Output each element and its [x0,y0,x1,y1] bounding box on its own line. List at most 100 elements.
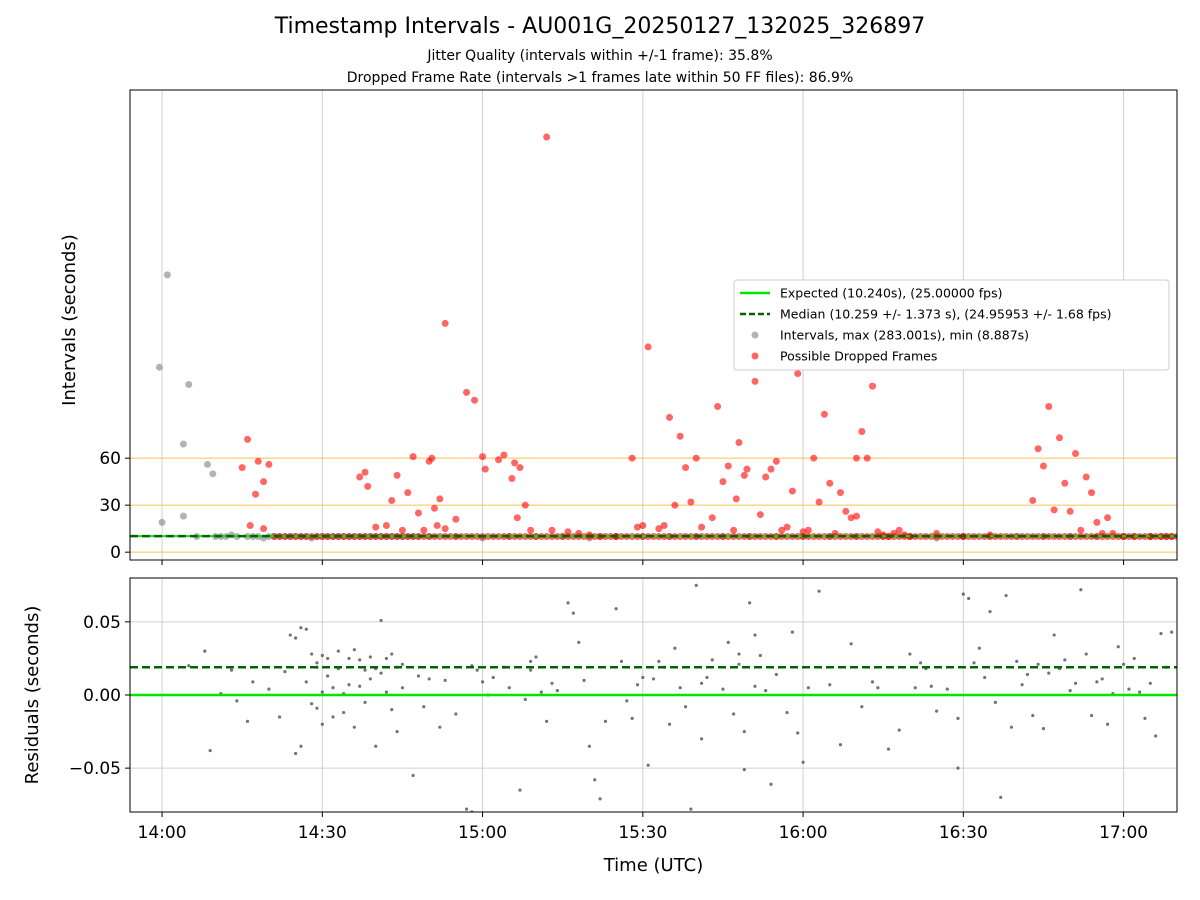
dropped-frame-point [364,482,372,490]
residual-point [828,683,832,687]
residual-point [876,686,880,690]
dropped-frame-point [441,319,449,327]
residuals-y-tick-label: 0.05 [83,613,121,633]
residual-point [726,640,730,644]
dropped-frame-point [1045,402,1053,410]
residual-point [651,677,656,681]
residual-point [1170,630,1174,634]
intervals-y-tick-label: 0 [110,543,121,563]
residual-point [384,690,389,694]
residual-point [529,659,533,663]
dropped-frame-point [644,343,652,351]
residual-point [1073,681,1078,685]
dropped-frame-rate-subtitle: Dropped Frame Rate (intervals >1 frames … [346,70,854,86]
dropped-frame-point [842,507,850,515]
residual-point [1025,672,1030,677]
residual-point [320,690,324,694]
residual-point [475,668,479,672]
residual-point [630,716,634,721]
residual-point [598,797,602,801]
dropped-frame-point [788,487,796,495]
residual-point [817,589,821,593]
residual-point [1004,593,1008,598]
residual-point [646,763,650,767]
dropped-frame-point [238,464,246,472]
residual-point [956,766,960,770]
residual-point [400,662,405,666]
dropped-frame-point [820,410,828,418]
residual-point [534,655,538,659]
residual-point [635,683,640,687]
intervals-x-ticks [161,560,1125,565]
residual-point [956,716,960,721]
residual-point [368,655,372,659]
residual-point [203,649,207,653]
residual-point [293,751,298,756]
residual-point [699,681,704,685]
dropped-frame-point [479,453,487,461]
dropped-frame-point [430,504,438,512]
dropped-frame-point [740,471,748,479]
residual-point [683,705,688,709]
dropped-frame-point [660,522,668,530]
dropped-frame-point [783,523,791,531]
interval-threshold-lines [130,457,1177,553]
residual-point [464,807,469,811]
dropped-frame-point [361,468,369,476]
residual-point [860,705,864,709]
dropped-frame-point [252,490,260,498]
dropped-frame-point [1029,496,1037,504]
dropped-frame-point [756,511,764,519]
dropped-frame-point [751,377,759,385]
residual-point [299,744,303,748]
residual-point [870,680,875,684]
dropped-frame-point [414,509,422,517]
dropped-frame-point [244,435,252,443]
residual-point [625,699,629,703]
residual-point [566,601,570,605]
legend-label: Possible Dropped Frames [780,349,937,364]
dropped-frame-point [735,439,743,446]
residual-point [945,687,949,691]
residual-point [1015,659,1019,663]
interval-point [209,470,217,478]
chart-title: Timestamp Intervals - AU001G_20250127_13… [274,14,926,39]
residual-point [908,652,912,656]
legend-label: Median (10.259 +/- 1.373 s), (24.95953 +… [780,307,1111,322]
residual-point [363,668,367,672]
dropped-frame-point [732,495,740,503]
residual-point [929,684,933,688]
residual-point [796,731,800,735]
residual-point [320,722,324,726]
residual-point [384,656,389,661]
residual-point [587,744,591,748]
dropped-frame-point [799,528,807,536]
interval-point [179,512,187,520]
dropped-frame-point [260,525,268,533]
residual-point [304,627,308,631]
residual-point [342,710,346,715]
residual-point [310,702,314,706]
residual-point [913,686,917,690]
dropped-frame-point [420,526,428,534]
residual-point [614,607,618,611]
residual-point [705,675,709,680]
residual-point [454,712,458,716]
residual-point [699,737,704,741]
residual-point [1138,690,1142,694]
dropped-frame-point [428,454,436,462]
residual-point [416,674,421,678]
residual-point [774,672,778,677]
dropped-frame-point [1082,473,1090,481]
dropped-frame-point [254,457,262,465]
dropped-frame-point [548,526,556,534]
dropped-frame-point [452,515,460,523]
dropped-frame-point [398,526,406,534]
dropped-frame-point [513,514,521,522]
residual-point [993,700,997,704]
dropped-frame-point [436,495,444,503]
residual-point [1121,662,1126,666]
residual-point [1052,633,1056,637]
intervals-y-tick-label: 30 [99,496,121,516]
